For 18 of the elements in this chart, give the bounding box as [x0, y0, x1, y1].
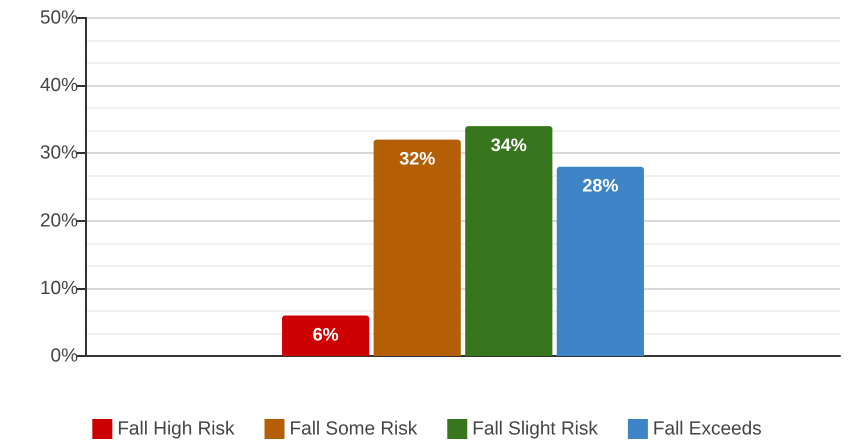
y-tick-label: 10% [40, 278, 78, 299]
bar [282, 315, 370, 356]
data-label: 6% [312, 324, 339, 344]
legend-label: Fall Slight Risk [472, 418, 598, 440]
bar [465, 126, 552, 356]
y-tick-label: 20% [40, 210, 78, 232]
y-tick-label: 0% [50, 346, 78, 366]
y-tick-label: 30% [40, 142, 78, 164]
data-label: 32% [399, 148, 436, 169]
legend-label: Fall High Risk [117, 418, 236, 440]
data-label: 34% [490, 135, 527, 156]
y-tick-label: 50% [40, 8, 78, 28]
legend-label: Fall Exceeds [652, 418, 762, 440]
bar [556, 166, 644, 356]
y-tick-label: 40% [40, 75, 78, 96]
data-label: 28% [582, 176, 618, 196]
bar [374, 140, 461, 356]
legend-label: Fall Some Risk [290, 418, 418, 440]
